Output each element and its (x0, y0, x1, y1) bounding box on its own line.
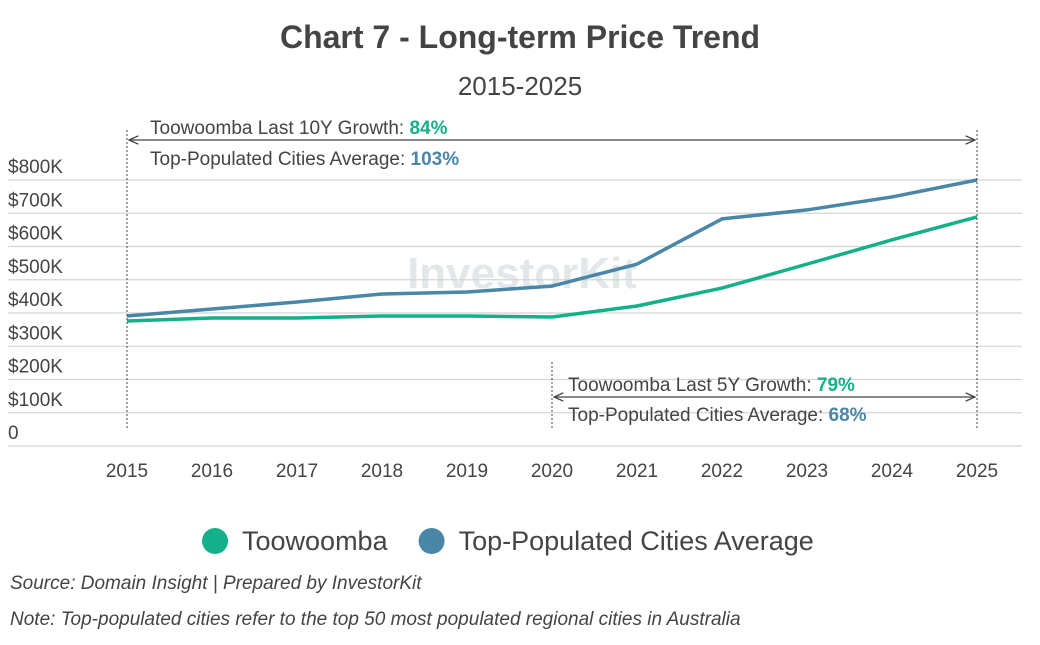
legend: Toowoomba Top-Populated Cities Average (202, 526, 814, 556)
annotation-label: Toowoomba Last 10Y Growth: (150, 118, 409, 139)
annotation-label: Top-Populated Cities Average: (568, 405, 829, 426)
y-tick-label: $100K (8, 390, 63, 411)
y-tick-label: $200K (8, 357, 63, 378)
annotation: Top-Populated Cities Average: 103% (150, 149, 459, 170)
annotation-value: 84% (409, 118, 447, 139)
x-tick-label: 2019 (446, 461, 488, 482)
lines (126, 178, 978, 323)
x-tick-label: 2020 (531, 461, 573, 482)
x-tick-label: 2025 (956, 461, 998, 482)
x-tick-label: 2018 (361, 461, 403, 482)
annotation-value: 68% (829, 405, 867, 426)
legend-label: Toowoomba (242, 526, 389, 556)
y-tick-label: $600K (8, 224, 63, 245)
y-tick-label: 0 (8, 423, 19, 444)
annotation-label: Toowoomba Last 5Y Growth: (568, 375, 817, 396)
y-tick-label: $300K (8, 323, 63, 344)
y-tick-label: $800K (8, 157, 63, 178)
x-tick-label: 2024 (871, 461, 914, 482)
source: Source: Domain Insight | Prepared by Inv… (10, 573, 422, 594)
x-tick-label: 2016 (191, 461, 233, 482)
series-line (126, 178, 978, 318)
legend-label: Top-Populated Cities Average (459, 526, 814, 556)
annotation: Toowoomba Last 10Y Growth: 84% (150, 118, 448, 139)
x-tick-label: 2022 (701, 461, 743, 482)
chart-title: Chart 7 - Long-term Price Trend (280, 19, 760, 55)
legend-marker (202, 528, 228, 554)
y-tick-label: $400K (8, 290, 63, 311)
annotation-label: Top-Populated Cities Average: (150, 149, 411, 170)
x-tick-label: 2015 (106, 461, 148, 482)
x-tick-label: 2021 (616, 461, 658, 482)
note: Note: Top-populated cities refer to the … (10, 609, 741, 630)
chart-subtitle: 2015-2025 (458, 71, 582, 101)
x-tick-label: 2023 (786, 461, 828, 482)
y-tick-label: $700K (8, 190, 63, 211)
annotation: Top-Populated Cities Average: 68% (568, 405, 867, 426)
annotation-value: 103% (411, 149, 460, 170)
x-tick-label: 2017 (276, 461, 318, 482)
y-tick-label: $500K (8, 257, 63, 278)
annotation: Toowoomba Last 5Y Growth: 79% (568, 375, 855, 396)
series-line (126, 215, 978, 323)
annotation-value: 79% (817, 375, 855, 396)
legend-marker (418, 528, 445, 554)
